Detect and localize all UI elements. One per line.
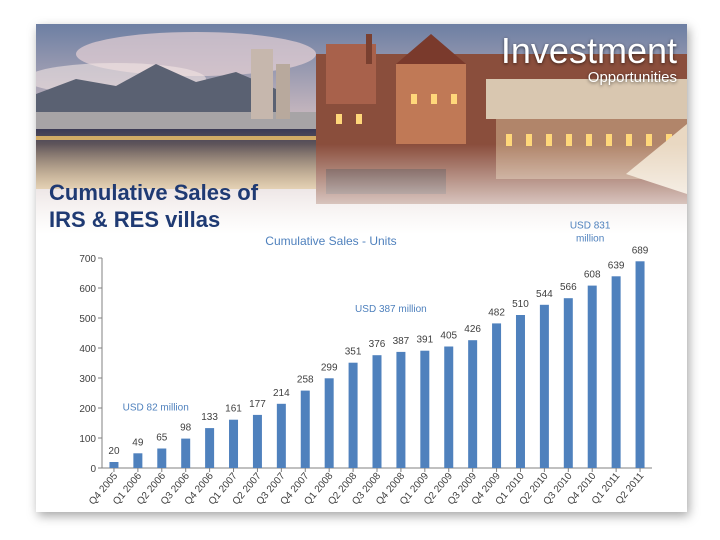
- bar-chart: Cumulative Sales - Units 0 100 200 300 400 500…: [79, 220, 652, 507]
- banner-title: Investment: [500, 30, 677, 71]
- data-label: 161: [225, 404, 242, 415]
- data-label: 426: [464, 324, 481, 335]
- bar: [109, 462, 119, 468]
- data-label: 689: [632, 245, 649, 256]
- chart-annotation: USD 387 million: [355, 304, 427, 315]
- data-label: 20: [108, 446, 120, 457]
- data-label: 65: [156, 433, 168, 444]
- bar: [181, 438, 191, 468]
- data-label: 299: [321, 362, 338, 373]
- slide-heading-line-1: Cumulative Sales of: [49, 180, 259, 205]
- data-label: 49: [132, 437, 144, 448]
- y-tick-label: 200: [79, 404, 96, 415]
- data-label: 639: [608, 260, 625, 271]
- data-label: 566: [560, 282, 577, 293]
- bar: [492, 323, 502, 468]
- y-tick-label: 500: [79, 314, 96, 325]
- bar: [252, 414, 262, 468]
- data-label: 544: [536, 289, 553, 300]
- y-tick-label: 400: [79, 344, 96, 355]
- chart-annotation: USD 82 million: [123, 403, 189, 414]
- chart-annotation: USD 831: [570, 220, 611, 231]
- bar: [157, 448, 167, 468]
- data-label: 387: [393, 336, 410, 347]
- banner-fade: [36, 144, 687, 234]
- bar: [539, 304, 549, 468]
- bar: [635, 261, 645, 468]
- data-label: 133: [201, 412, 218, 423]
- bar: [396, 351, 406, 468]
- y-tick-label: 0: [90, 464, 96, 475]
- bar: [587, 285, 597, 468]
- y-tick-label: 700: [79, 254, 96, 265]
- data-label: 177: [249, 399, 266, 410]
- bar: [133, 453, 143, 468]
- banner-subtitle: Opportunities: [587, 69, 677, 86]
- bar: [420, 350, 430, 468]
- data-label: 98: [180, 423, 192, 434]
- data-label: 391: [416, 335, 433, 346]
- bar: [229, 419, 239, 468]
- data-label: 214: [273, 388, 290, 399]
- data-label: 510: [512, 299, 529, 310]
- data-label: 351: [345, 347, 362, 358]
- slide: Investment Opportunities Cumulative Sale…: [36, 24, 687, 512]
- bar: [444, 346, 454, 468]
- data-label: 376: [369, 339, 386, 350]
- bar: [468, 340, 478, 468]
- bar: [372, 355, 382, 468]
- bar: [515, 315, 525, 468]
- bar: [348, 362, 358, 468]
- bar: [300, 390, 310, 468]
- data-label: 482: [488, 307, 505, 318]
- bar: [276, 403, 286, 468]
- chart-annotation: million: [576, 233, 604, 244]
- city-banner-image: Investment Opportunities: [36, 24, 687, 234]
- bar: [563, 298, 573, 468]
- bar: [205, 428, 215, 468]
- slide-heading-line-2: IRS & RES villas: [49, 207, 221, 232]
- bar: [611, 276, 621, 468]
- data-label: 258: [297, 375, 314, 386]
- data-label: 608: [584, 270, 601, 281]
- y-tick-label: 300: [79, 374, 96, 385]
- bar: [324, 378, 334, 468]
- y-tick-label: 600: [79, 284, 96, 295]
- y-tick-label: 100: [79, 434, 96, 445]
- data-label: 405: [440, 331, 457, 342]
- slide-heading: Cumulative Sales of IRS & RES villas: [49, 179, 258, 233]
- chart-title: Cumulative Sales - Units: [265, 234, 396, 248]
